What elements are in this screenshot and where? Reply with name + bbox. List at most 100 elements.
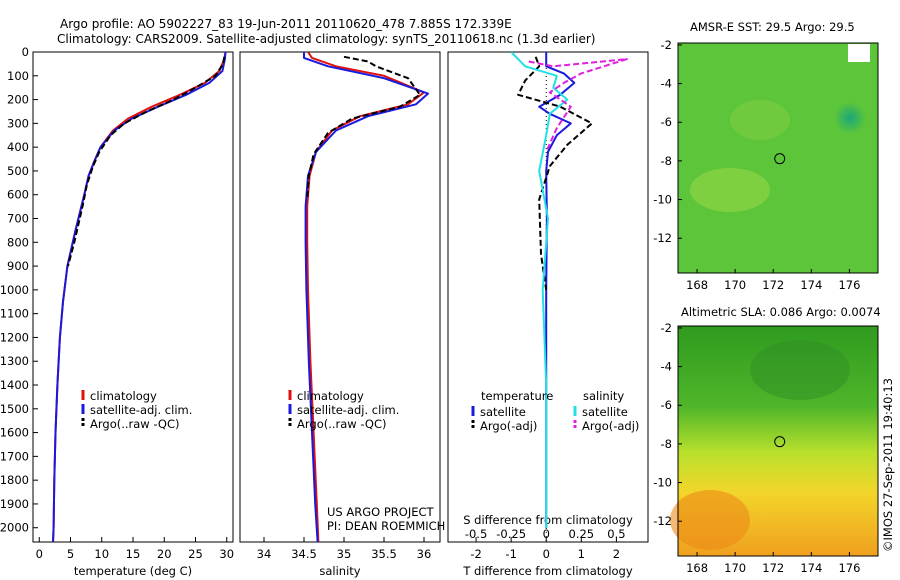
y-tick-label: 800 <box>7 235 29 249</box>
legend-label: satellite-adj. clim. <box>297 403 399 417</box>
sla-high <box>670 490 750 550</box>
map-frame <box>677 42 879 274</box>
y-tick-label: 1000 <box>0 283 29 297</box>
y-tick-label: 1900 <box>0 497 29 511</box>
y-tick-label: 100 <box>7 69 29 83</box>
x-axis-label: salinity <box>319 564 360 578</box>
map-x-tick-label: 174 <box>800 278 822 292</box>
map-x-tick-label: 168 <box>686 561 708 575</box>
y-tick-label: 200 <box>7 93 29 107</box>
map-y-tick-label: -8 <box>661 437 672 451</box>
y-tick-label: 1300 <box>0 354 29 368</box>
top-tick-label: 0.25 <box>569 527 595 541</box>
profile-location-marker <box>774 153 786 165</box>
map-x-tick-label: 174 <box>800 561 822 575</box>
sst-map: AMSR-E SST: 29.5 Argo: 29.5 168 170 172 174… <box>653 20 879 292</box>
top-axis-label: S difference from climatology <box>463 513 633 527</box>
map-x-tick-label: 168 <box>686 278 708 292</box>
y-tick-label: 0 <box>22 45 29 59</box>
map-y-tick-label: -4 <box>661 77 672 91</box>
x-tick-label: 30 <box>219 547 234 561</box>
top-tick-label: 0 <box>543 527 550 541</box>
series-group <box>52 52 227 542</box>
map-x-tick-label: 172 <box>762 561 784 575</box>
series-line <box>528 58 628 153</box>
x-tick-label: 25 <box>188 547 203 561</box>
legend-label: climatology <box>297 389 364 403</box>
figure-title-line1: Argo profile: AO 5902227_83 19-Jun-2011 … <box>60 17 512 31</box>
y-tick-label: 700 <box>7 212 29 226</box>
y-tick-label: 400 <box>7 140 29 154</box>
x-tick-label: 34.5 <box>291 547 317 561</box>
y-tick-label: 2000 <box>0 521 29 535</box>
sst-cool-spot <box>834 102 866 134</box>
x-tick-label: -2 <box>470 547 481 561</box>
map-x-tick-label: 172 <box>762 278 784 292</box>
top-tick-label: -0.5 <box>465 527 487 541</box>
map-x-tick-label: 170 <box>724 278 746 292</box>
map-y-tick-label: -12 <box>653 231 672 245</box>
sst-map-title: AMSR-E SST: 29.5 Argo: 29.5 <box>690 20 855 34</box>
top-tick-label: 0.5 <box>607 527 625 541</box>
legend-label: climatology <box>90 389 157 403</box>
y-tick-label: 300 <box>7 116 29 130</box>
figure-title-line2: Climatology: CARS2009. Satellite-adjuste… <box>57 32 595 46</box>
map-y-tick-label: -10 <box>653 193 672 207</box>
series-group <box>510 52 628 528</box>
y-tick-label: 500 <box>7 164 29 178</box>
x-tick-label: 0 <box>543 547 550 561</box>
y-tick-label: 1200 <box>0 330 29 344</box>
plot-frame <box>447 51 649 543</box>
map-y-tick-label: -12 <box>653 514 672 528</box>
timestamp-stamp: ©IMOS 27-Sep-2011 19:40:13 <box>881 378 895 552</box>
sst-patch <box>690 168 770 212</box>
difference-panel: -2 -1 0 1 2 T difference from climatology -0.5… <box>447 51 649 578</box>
sla-low <box>750 340 850 400</box>
map-x-tick-label: 170 <box>724 561 746 575</box>
map-y-tick-label: -2 <box>661 321 672 335</box>
x-tick-label: 35 <box>337 547 352 561</box>
sst-missing-data <box>848 44 870 62</box>
x-tick-label: 36 <box>417 547 432 561</box>
temperature-panel: 0 5 10 15 20 25 30 temperature (deg C) 0 100 200 30… <box>0 45 234 578</box>
x-axis-label: T difference from climatology <box>462 564 633 578</box>
x-tick-label: 10 <box>94 547 109 561</box>
map-x-tick-label: 176 <box>838 561 860 575</box>
legend-label: Argo(..raw -QC) <box>297 417 387 431</box>
legend-label: satellite-adj. clim. <box>90 403 192 417</box>
sst-patch <box>730 100 790 140</box>
map-x-tick-label: 176 <box>838 278 860 292</box>
series-line <box>306 55 421 200</box>
legend-header: temperature <box>481 389 553 403</box>
map-y-tick-label: -6 <box>661 115 672 129</box>
y-tick-label: 900 <box>7 259 29 273</box>
x-tick-label: 20 <box>157 547 172 561</box>
pi-label: PI: DEAN ROEMMICH <box>327 519 445 533</box>
legend-label: Argo(-adj) <box>582 419 639 433</box>
sla-map: Altimetric SLA: 0.086 Argo: 0.0074 168 17… <box>653 305 881 575</box>
legend-label: satellite <box>480 405 526 419</box>
plot-frame <box>239 51 441 543</box>
x-tick-label: 5 <box>67 547 74 561</box>
x-tick-label: 35.5 <box>371 547 397 561</box>
x-tick-label: 15 <box>126 547 141 561</box>
y-tick-label: 1400 <box>0 378 29 392</box>
x-tick-label: 2 <box>613 547 620 561</box>
legend-label: Argo(-adj) <box>480 419 537 433</box>
y-tick-label: 1600 <box>0 426 29 440</box>
project-label: US ARGO PROJECT <box>327 505 435 519</box>
series-line <box>52 52 227 542</box>
y-tick-label: 1500 <box>0 402 29 416</box>
map-y-tick-label: -8 <box>661 154 672 168</box>
map-y-tick-label: -6 <box>661 398 672 412</box>
plot-frame <box>32 51 234 543</box>
y-tick-label: 1700 <box>0 449 29 463</box>
x-tick-label: 0 <box>36 547 43 561</box>
x-tick-label: -1 <box>505 547 516 561</box>
map-frame <box>677 325 879 557</box>
x-axis-label: temperature (deg C) <box>74 564 192 578</box>
y-tick-label: 1100 <box>0 307 29 321</box>
salinity-panel: 34 34.5 35 35.5 36 salinity climatologysatelli… <box>239 51 441 578</box>
y-tick-label: 1800 <box>0 473 29 487</box>
